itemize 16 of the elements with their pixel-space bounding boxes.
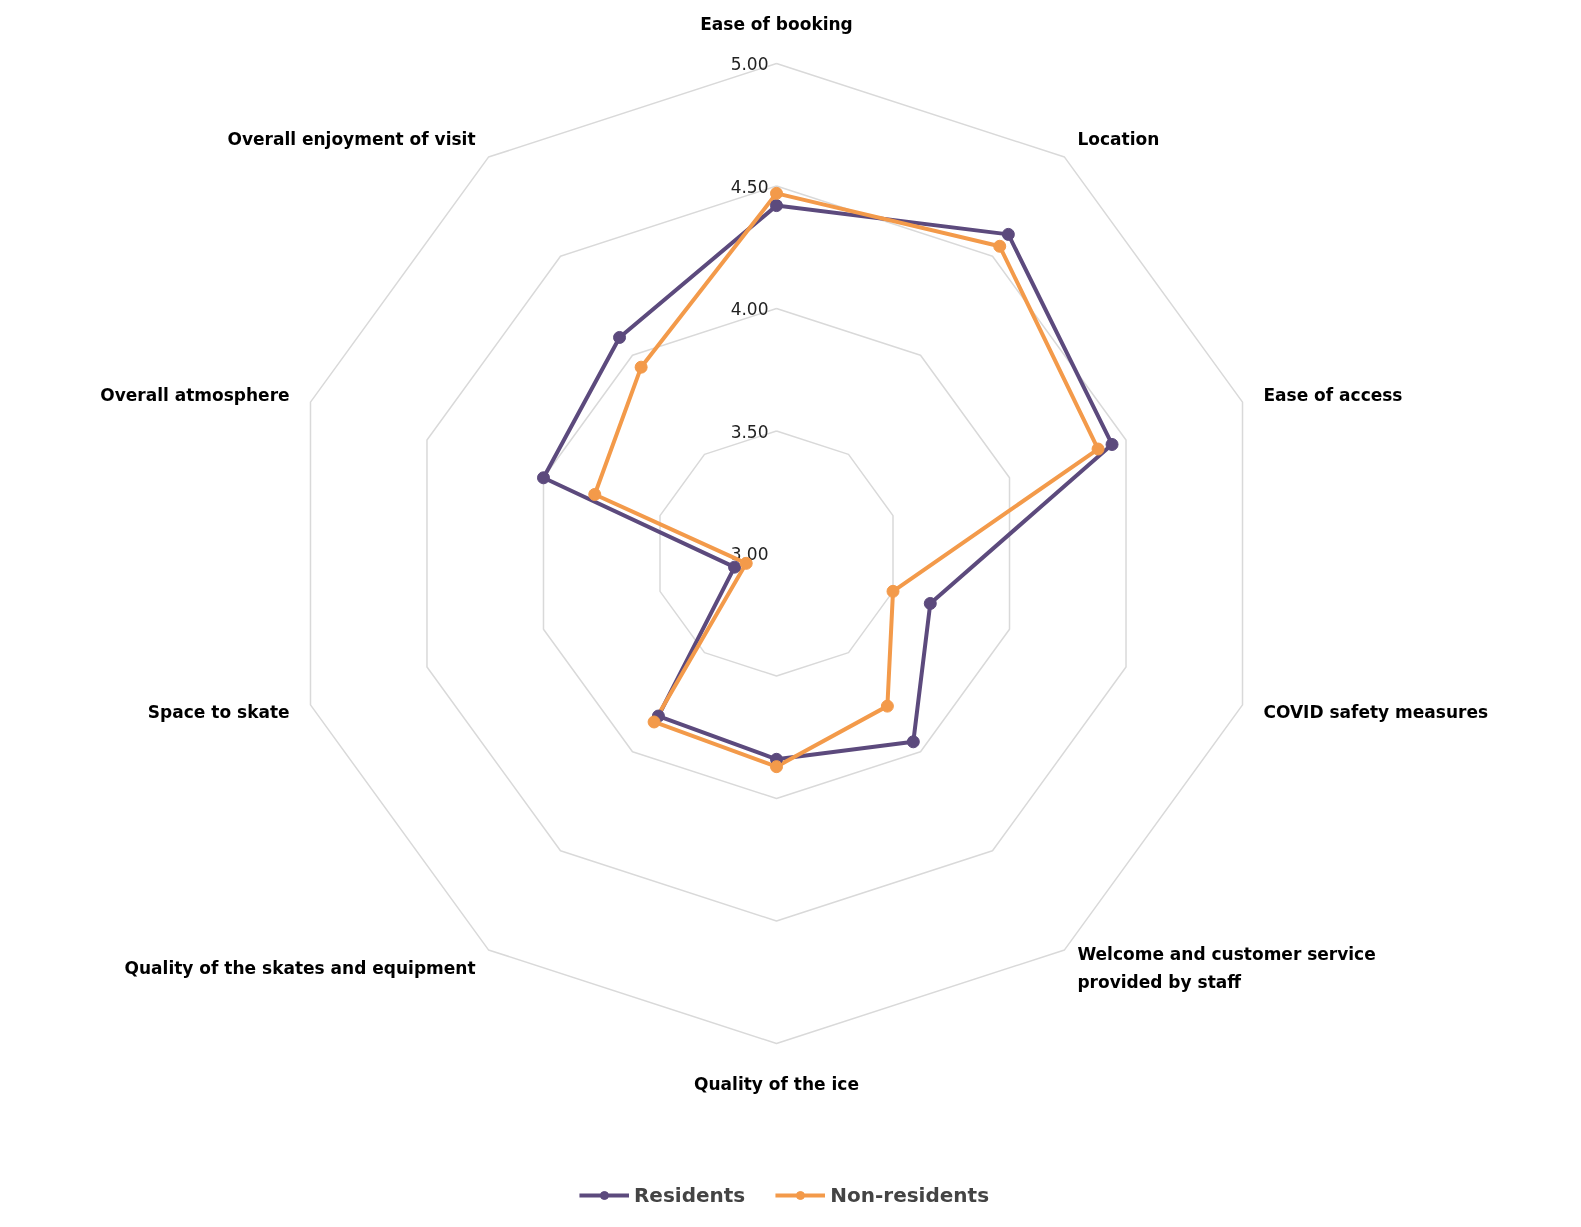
spoke-label: Ease of access xyxy=(1263,385,1403,406)
spoke-label: Quality of the ice xyxy=(694,1073,859,1094)
spoke-label: Overall enjoyment of visit xyxy=(227,129,476,150)
spoke-label: Location xyxy=(1077,129,1160,150)
y-tick-label: 4.00 xyxy=(730,299,769,319)
spoke-label: Ease of booking xyxy=(700,13,853,34)
legend-label: Non-residents xyxy=(830,1183,990,1207)
spoke-label: Welcome and customer service provided by staff xyxy=(1077,943,1376,992)
y-tick-label: 4.50 xyxy=(730,176,769,197)
y-tick-label: 3.50 xyxy=(730,421,769,442)
spoke-label: Space to skate xyxy=(147,701,290,722)
y-tick-label: 5.00 xyxy=(730,54,769,74)
spoke-label: COVID safety measures xyxy=(1263,701,1489,722)
spoke-label: Quality of the skates and equipment xyxy=(124,957,476,978)
spoke-label: Overall atmosphere xyxy=(100,385,290,406)
legend-label: Residents xyxy=(633,1183,746,1207)
